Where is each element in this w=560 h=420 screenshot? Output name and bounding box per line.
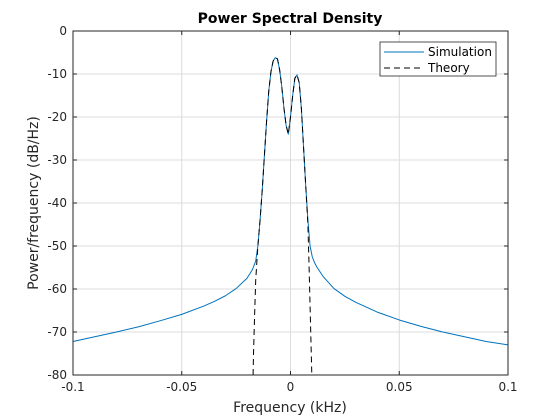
y-tick-labels: -80 -70 -60 -50 -40 -30 -20 -10 0 (47, 24, 67, 382)
y-tick-label: -40 (47, 196, 67, 210)
x-tick-label: -0.1 (61, 380, 84, 394)
x-tick-labels: -0.1 -0.05 0 0.05 0.1 (61, 380, 517, 394)
y-axis-label: Power/frequency (dB/Hz) (26, 116, 42, 290)
legend-label-theory: Theory (427, 61, 470, 75)
x-tick-label: 0.05 (386, 380, 413, 394)
y-tick-label: -70 (47, 325, 67, 339)
series-line-theory (252, 57, 313, 376)
y-tick-label: -30 (47, 153, 67, 167)
y-tick-label: 0 (59, 24, 67, 38)
chart-title: Power Spectral Density (198, 11, 383, 27)
x-tick-label: 0 (287, 380, 295, 394)
x-tick-label: 0.1 (498, 380, 517, 394)
y-tick-label: -60 (47, 282, 67, 296)
series-layer (72, 57, 509, 376)
y-tick-label: -80 (47, 368, 67, 382)
ticks (72, 30, 509, 376)
x-tick-label: -0.05 (166, 380, 197, 394)
x-axis-label: Frequency (kHz) (233, 400, 347, 416)
y-tick-label: -20 (47, 110, 67, 124)
legend-label-simulation: Simulation (428, 45, 492, 59)
y-tick-label: -50 (47, 239, 67, 253)
legend-box (379, 41, 497, 77)
series-line-simulation (72, 57, 509, 346)
y-tick-label: -10 (47, 67, 67, 81)
legend: Simulation Theory (379, 41, 497, 77)
